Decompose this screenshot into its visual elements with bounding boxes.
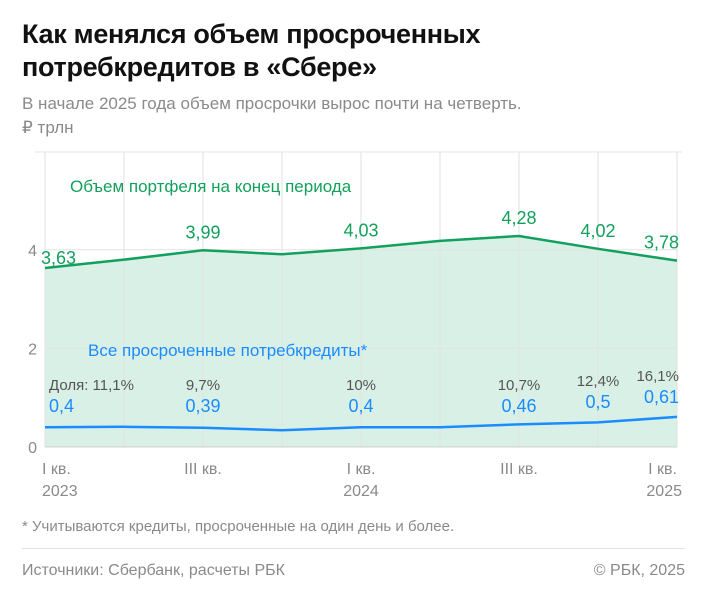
overdue-value-label: 0,46 xyxy=(501,396,536,416)
footnote: * Учитываются кредиты, просроченные на о… xyxy=(22,518,455,535)
overdue-value-label: 0,4 xyxy=(49,396,74,416)
copyright-text: © РБК, 2025 xyxy=(593,562,685,579)
share-label: 16,1% xyxy=(636,368,679,385)
x-tick-label: III кв. xyxy=(184,461,222,478)
unit-label: ₽ трлн xyxy=(22,118,74,137)
y-tick-label: 0 xyxy=(28,440,37,457)
share-label: 9,7% xyxy=(186,377,220,394)
portfolio-line xyxy=(44,234,678,270)
x-tick-label: I кв. xyxy=(42,461,71,478)
portfolio-value-label: 4,02 xyxy=(580,221,615,241)
portfolio-value-label: 3,78 xyxy=(644,233,679,253)
portfolio-value-label: 3,63 xyxy=(41,248,76,268)
portfolio-value-label: 3,99 xyxy=(185,222,220,242)
x-tick-year: 2025 xyxy=(646,483,682,500)
overdue-value-label: 0,39 xyxy=(185,396,220,416)
portfolio-value-label: 4,28 xyxy=(501,208,536,228)
portfolio-value-label: 4,03 xyxy=(343,220,378,240)
x-tick-label: I кв. xyxy=(347,461,376,478)
overdue-value-label: 0,61 xyxy=(644,387,679,407)
chart-title: Как менялся объем просроченных потребкре… xyxy=(22,19,481,82)
share-label: Доля: 11,1% xyxy=(49,377,134,394)
overdue-value-label: 0,5 xyxy=(585,392,610,412)
x-tick-year: 2024 xyxy=(343,483,379,500)
overdue-line xyxy=(44,415,678,432)
x-tick-year: 2023 xyxy=(42,483,78,500)
source-text: Источники: Сбербанк, расчеты РБК xyxy=(22,562,285,579)
share-label: 12,4% xyxy=(577,373,620,390)
overdue-value-label: 0,4 xyxy=(348,396,373,416)
share-label: 10,7% xyxy=(498,377,541,394)
overdue-series-name: Все просроченные потребкредиты* xyxy=(88,341,368,360)
y-tick-label: 4 xyxy=(28,243,37,260)
chart-plot: 0 2 4 Объем портфеля на конец периода Все пр… xyxy=(28,151,682,500)
chart-subtitle: В начале 2025 года объем просрочки вырос… xyxy=(22,94,522,113)
x-tick-label: I кв. xyxy=(648,461,677,478)
x-tick-label: III кв. xyxy=(500,461,538,478)
share-label: 10% xyxy=(346,377,376,394)
divider xyxy=(22,548,685,549)
portfolio-series-name: Объем портфеля на конец периода xyxy=(70,177,352,196)
y-tick-label: 2 xyxy=(28,341,37,358)
